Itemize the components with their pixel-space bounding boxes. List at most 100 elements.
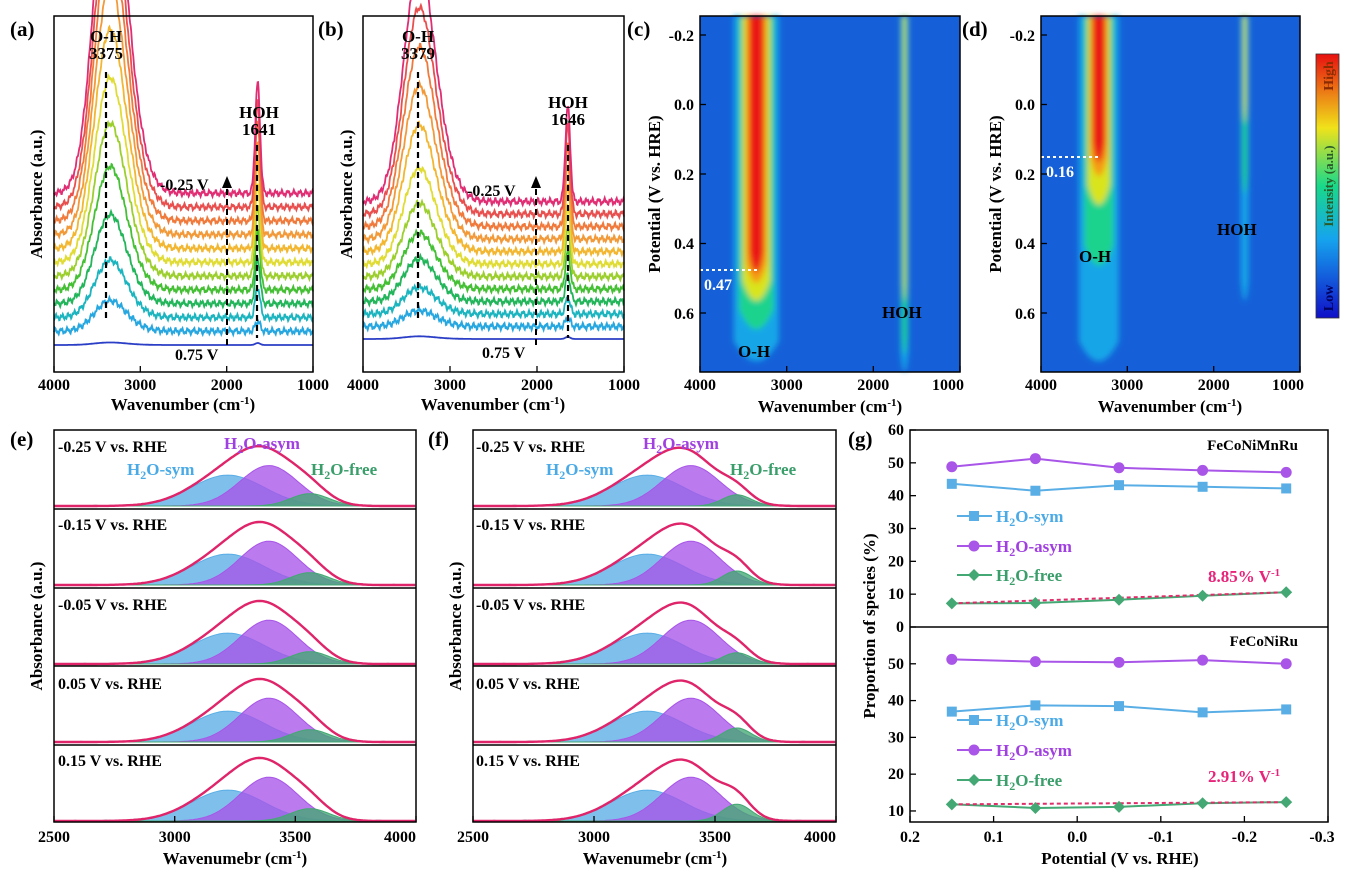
a-xlabel: Wavenumber (cm-1) (111, 395, 255, 414)
a-xtick-2000: 2000 (211, 377, 243, 394)
g-legend-sym-bottom: H2O-sym (996, 711, 1063, 733)
e-subpanel-labels: -0.25 V vs. RHE -0.15 V vs. RHE -0.05 V … (58, 439, 167, 770)
c-yaxis: -0.2 0.0 0.2 0.4 0.6 (669, 28, 706, 323)
g-point-0-H2O-free-2 (1113, 593, 1125, 606)
f-sub0-fit-sum (473, 446, 835, 508)
g-point-0-H2O-sym-4 (1281, 483, 1292, 494)
e-sub2-fit-sum (54, 599, 415, 666)
g-title-top: FeCoNiMnRu (1207, 438, 1298, 454)
f-sub-label-2: -0.05 V vs. RHE (476, 597, 585, 614)
a-oh-value: 3375 (89, 44, 123, 63)
a-xaxis: 4000 3000 2000 1000 (38, 366, 329, 394)
g-xtick-4: -0.2 (1232, 829, 1257, 846)
c-ytick-00: 0.0 (674, 97, 694, 114)
e-sub1-fit-sum (54, 520, 415, 587)
f-fits (472, 446, 836, 823)
g-plot: 0 10 20 30 40 50 60 10 20 30 40 50 (888, 422, 1293, 820)
g-ytick-1-1: 20 (888, 766, 904, 783)
g-legend-asym-top: H2O-asym (996, 537, 1072, 559)
b-xtick-1000: 1000 (608, 377, 640, 394)
e-xtick-2500: 2500 (38, 829, 70, 846)
d-ytick-00: 0.0 (1015, 97, 1035, 114)
a-spectrum-11 (53, 0, 314, 200)
a-curves (53, 0, 314, 346)
d-xaxis: 4000 3000 2000 1000 (1025, 366, 1304, 394)
a-spectrum-1 (53, 294, 314, 338)
g-legend-bottom: H2O-sym H2O-asym H2O-free (957, 711, 1072, 793)
g-legend-top: H2O-sym H2O-asym H2O-free (957, 507, 1072, 588)
e-sub-label-1: -0.15 V vs. RHE (58, 517, 167, 534)
a-bottom-potential: 0.75 V (175, 347, 219, 364)
d-heatmap (1041, 16, 1300, 372)
a-spectrum-4 (53, 162, 314, 296)
b-xtick-3000: 3000 (434, 377, 466, 394)
panel-b: (b) O-H 3379 HOH 1646 -0.25 V 0.75 V 400… (318, 0, 640, 414)
f-xaxis: 2500 3000 3500 4000 (457, 816, 837, 846)
b-spectrum-9 (362, 42, 625, 233)
g-point-1-H2O-asym-2 (1113, 656, 1125, 668)
e-legend-asym: H2O-asym (224, 434, 300, 456)
c-xtick-1000: 1000 (932, 377, 964, 394)
d-oh-label: O-H (1079, 247, 1111, 266)
a-xtick-4000: 4000 (38, 377, 70, 394)
e-sub4-H2O-asym (54, 776, 416, 822)
panel-g: (g) 0 10 20 30 40 50 60 10 20 30 40 50 FeCoNiMnRu F… (848, 422, 1335, 868)
d-xtick-1000: 1000 (1272, 377, 1304, 394)
b-bottom-potential: 0.75 V (482, 345, 526, 362)
e-frames (53, 429, 417, 823)
b-curves (362, 0, 625, 340)
panel-label-c: (c) (627, 17, 650, 41)
g-ytick-0-2: 20 (888, 553, 904, 570)
d-ytick-06: 0.6 (1015, 306, 1035, 323)
d-frame (1040, 15, 1301, 373)
a-spectrum-2 (53, 256, 314, 324)
f-subpanel-labels: -0.25 V vs. RHE -0.15 V vs. RHE -0.05 V … (476, 439, 585, 770)
g-point-1-H2O-free-0 (945, 798, 958, 811)
b-spectrum-1 (362, 304, 625, 334)
b-oh-label: O-H (402, 27, 434, 46)
g-xtick-1: 0.1 (984, 829, 1004, 846)
d-band-1-2 (1243, 16, 1247, 123)
panel-label-b: (b) (318, 17, 344, 41)
g-ytick-1-4: 50 (888, 656, 904, 673)
d-heatmap-bands (1079, 16, 1249, 362)
g-legend-asym-marker (968, 540, 980, 552)
d-colorbar (1315, 53, 1340, 319)
panel-label-g: (g) (848, 427, 873, 451)
g-point-0-H2O-sym-1 (1030, 485, 1041, 496)
b-xaxis: 4000 3000 2000 1000 (347, 366, 640, 394)
g-legend-free-bottom: H2O-free (996, 771, 1063, 793)
d-onset-label: 0.16 (1046, 164, 1074, 181)
d-ytick-02: 0.2 (1015, 167, 1035, 184)
g-point-0-H2O-free-4 (1280, 586, 1293, 599)
d-yaxis: -0.2 0.0 0.2 0.4 0.6 (1010, 28, 1047, 323)
g-point-0-H2O-asym-1 (1029, 453, 1041, 465)
b-top-potential: -0.25 V (467, 183, 516, 200)
a-frame (53, 15, 314, 373)
g-ytick-0-5: 50 (888, 455, 904, 472)
g-point-1-H2O-sym-0 (946, 706, 957, 717)
f-sub1-fit-sum (473, 522, 835, 587)
a-spectrum-9 (53, 0, 314, 227)
panel-label-e: (e) (10, 427, 33, 451)
e-sub-label-4: 0.15 V vs. RHE (58, 753, 162, 770)
a-spectrum-6 (53, 73, 314, 269)
a-spectrum-3 (53, 208, 314, 310)
a-xtick-1000: 1000 (297, 377, 329, 394)
g-point-0-H2O-sym-2 (1114, 480, 1124, 491)
b-spectrum-8 (362, 79, 625, 246)
a-top-potential: -0.25 V (160, 177, 209, 194)
b-spectrum-4 (362, 228, 625, 296)
panel-a: (a) O-H 3375 HOH 1641 -0.25 V 0.75 V 400… (10, 0, 329, 414)
e-sub1-H2O-asym (54, 540, 416, 586)
b-spectrum-11 (362, 0, 625, 208)
e-sub3-H2O-asym (54, 697, 416, 743)
e-sub-label-0: -0.25 V vs. RHE (58, 439, 167, 456)
c-frame (699, 15, 961, 373)
f-xtick-3500: 3500 (699, 829, 731, 846)
g-legend-sym-top: H2O-sym (996, 507, 1063, 529)
g-point-0-H2O-free-0 (945, 597, 958, 610)
c-xtick-2000: 2000 (857, 377, 889, 394)
g-point-1-H2O-free-2 (1113, 800, 1125, 813)
b-spectrum-2 (362, 283, 625, 321)
